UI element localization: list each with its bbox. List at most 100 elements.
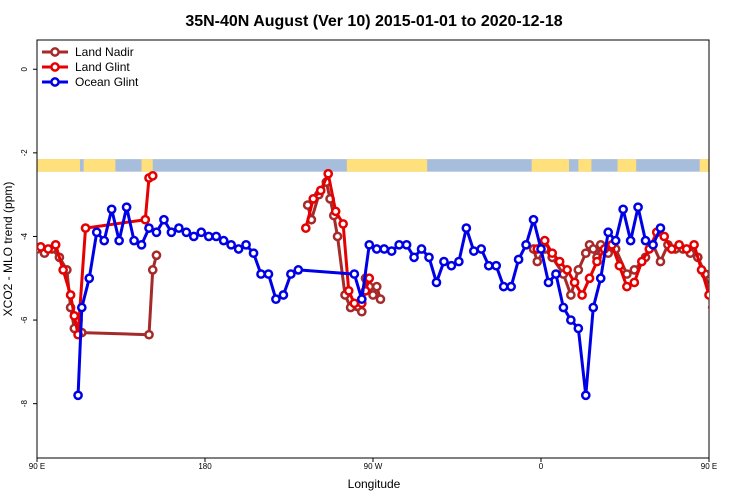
data-point bbox=[610, 235, 621, 246]
legend-label: Land Glint bbox=[75, 60, 130, 74]
data-point bbox=[263, 269, 274, 279]
data-point bbox=[308, 193, 319, 204]
data-point bbox=[147, 171, 158, 181]
x-tick-label: 0 bbox=[539, 462, 544, 471]
land-ocean-band bbox=[37, 159, 709, 172]
data-point bbox=[580, 248, 591, 259]
legend-label: Ocean Glint bbox=[75, 75, 139, 89]
data-point bbox=[140, 214, 151, 225]
y-axis-label: XCO2 - MLO trend (ppm) bbox=[1, 182, 15, 317]
data-point bbox=[364, 239, 375, 250]
data-point bbox=[454, 256, 464, 267]
data-point bbox=[293, 265, 304, 275]
data-point bbox=[76, 302, 87, 313]
data-point bbox=[743, 252, 750, 259]
data-point bbox=[248, 248, 259, 259]
data-point bbox=[368, 290, 378, 300]
data-point bbox=[659, 231, 670, 242]
data-point bbox=[461, 223, 472, 233]
data-point bbox=[618, 204, 628, 215]
data-point bbox=[732, 331, 739, 338]
data-point bbox=[724, 329, 731, 336]
data-point bbox=[50, 239, 61, 250]
data-point bbox=[554, 256, 565, 267]
data-point bbox=[625, 235, 636, 246]
data-point bbox=[551, 269, 561, 279]
data-point bbox=[595, 273, 606, 284]
data-point bbox=[233, 244, 244, 254]
data-point bbox=[106, 204, 117, 215]
data-point bbox=[37, 242, 46, 252]
data-point bbox=[713, 312, 720, 319]
data-point bbox=[286, 269, 296, 279]
land-band-segment bbox=[346, 159, 428, 172]
data-point bbox=[203, 231, 214, 242]
data-point bbox=[271, 294, 281, 305]
y-tick-label: -6 bbox=[20, 316, 29, 324]
legend-item: Land Nadir bbox=[42, 45, 134, 59]
series-land-glint bbox=[37, 168, 720, 340]
data-point bbox=[614, 260, 625, 271]
data-point bbox=[43, 244, 54, 254]
data-point bbox=[603, 227, 614, 238]
series-line bbox=[76, 205, 662, 397]
data-point bbox=[147, 265, 158, 275]
data-point bbox=[371, 244, 382, 254]
data-point bbox=[562, 265, 572, 275]
land-band-segment bbox=[578, 159, 592, 172]
data-point bbox=[371, 281, 382, 292]
data-point bbox=[338, 219, 348, 229]
data-point bbox=[129, 235, 139, 246]
data-point bbox=[211, 231, 222, 242]
data-point bbox=[528, 214, 539, 225]
data-point bbox=[379, 244, 390, 254]
legend-swatch-marker bbox=[50, 77, 60, 87]
data-point bbox=[356, 306, 367, 317]
data-point bbox=[226, 239, 236, 250]
legend-swatch-marker bbox=[50, 47, 60, 57]
data-point bbox=[364, 273, 375, 284]
y-tick-label: -2 bbox=[20, 149, 29, 157]
x-tick-label: 90 E bbox=[701, 462, 717, 471]
data-point bbox=[566, 290, 576, 300]
series-line bbox=[37, 247, 158, 337]
data-point bbox=[386, 246, 397, 256]
land-band-segment bbox=[83, 159, 116, 172]
data-point bbox=[80, 223, 91, 233]
data-point bbox=[218, 235, 229, 246]
data-point bbox=[648, 239, 658, 250]
data-point bbox=[498, 281, 509, 292]
data-point bbox=[65, 290, 76, 300]
x-tick-label: 180 bbox=[198, 462, 212, 471]
data-point bbox=[121, 202, 132, 213]
data-point bbox=[476, 244, 487, 254]
axis-ticks: 90 E 180 90 W 0 90 E 0 -2 -4 -6 -8 bbox=[20, 66, 717, 471]
data-point bbox=[144, 329, 154, 340]
data-point bbox=[323, 168, 334, 179]
legend-swatch-marker bbox=[50, 62, 60, 72]
series-line bbox=[40, 174, 154, 337]
data-point bbox=[536, 244, 546, 254]
land-band-segment bbox=[37, 159, 80, 172]
data-point bbox=[735, 266, 742, 273]
data-point bbox=[704, 290, 709, 300]
data-point bbox=[315, 185, 326, 196]
data-point bbox=[151, 227, 162, 238]
data-point bbox=[580, 390, 591, 401]
series-layer bbox=[37, 168, 750, 401]
data-point bbox=[394, 239, 404, 250]
data-point bbox=[666, 244, 677, 254]
data-point bbox=[707, 304, 709, 311]
data-point bbox=[84, 273, 95, 284]
data-point bbox=[241, 239, 251, 250]
data-point bbox=[136, 239, 147, 250]
data-point bbox=[446, 260, 457, 271]
data-point bbox=[674, 239, 684, 250]
legend-item: Ocean Glint bbox=[42, 75, 139, 89]
y-tick-label: -4 bbox=[20, 232, 29, 240]
data-point bbox=[640, 235, 651, 246]
data-point bbox=[431, 277, 442, 288]
data-point bbox=[343, 285, 354, 296]
data-point bbox=[681, 244, 692, 254]
